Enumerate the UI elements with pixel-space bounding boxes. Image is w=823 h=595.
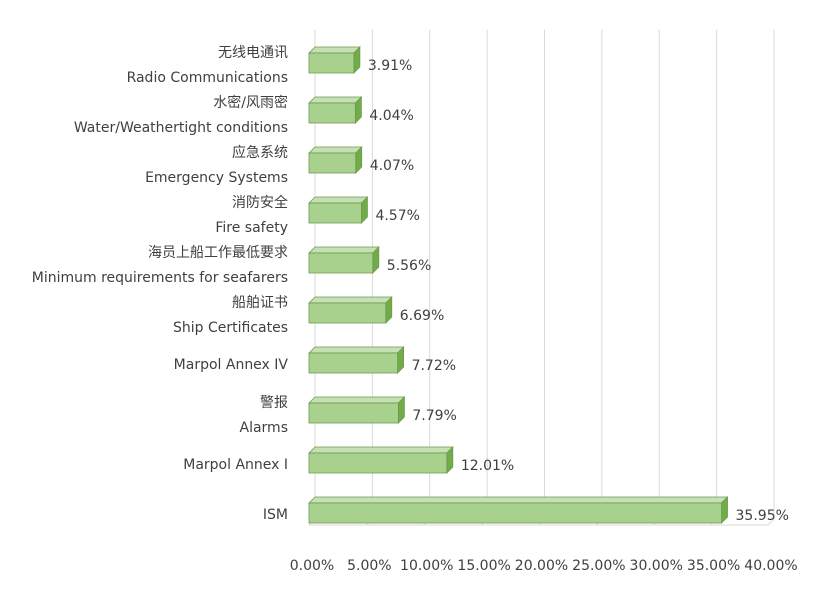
bar-front-face: [308, 52, 355, 74]
bar-5: [308, 296, 393, 324]
bar-top-face: [308, 46, 361, 54]
category-label: Minimum requirements for seafarers: [32, 270, 288, 286]
bar-front-face: [308, 202, 362, 224]
bar-top-face: [308, 196, 369, 204]
bars: [308, 46, 729, 524]
bar-0: [308, 46, 361, 74]
data-label: 3.91%: [368, 58, 412, 74]
bar-front-face: [308, 502, 722, 524]
data-label: 12.01%: [461, 458, 514, 474]
category-label: ISM: [263, 507, 288, 523]
x-tick-label: 25.00%: [572, 558, 625, 574]
bar-top-face: [308, 296, 393, 304]
bar-front-face: [308, 352, 398, 374]
data-label: 4.07%: [370, 158, 414, 174]
category-label: 警报: [260, 395, 288, 411]
x-tick-label: 5.00%: [347, 558, 391, 574]
bar-front-face: [308, 452, 448, 474]
grid-lines: [308, 30, 775, 526]
bar-top-face: [308, 146, 363, 154]
x-tick-label: 15.00%: [457, 558, 510, 574]
data-label: 4.04%: [369, 108, 413, 124]
bar-top-face: [308, 96, 363, 104]
bar-1: [308, 96, 363, 124]
category-label: 消防安全: [232, 194, 288, 211]
category-labels: 无线电通讯 Radio Communications 水密/风雨密 Water/Wea…: [32, 45, 289, 523]
category-label: Marpol Annex I: [183, 457, 288, 473]
x-tick-label: 10.00%: [400, 558, 453, 574]
category-label: 海员上船工作最低要求: [148, 245, 288, 261]
category-label: 应急系统: [232, 144, 288, 161]
category-label: Alarms: [240, 420, 289, 436]
bar-top-face: [308, 446, 454, 454]
data-label: 6.69%: [400, 308, 444, 324]
x-tick-label: 20.00%: [515, 558, 568, 574]
bar-front-face: [308, 252, 374, 274]
bar-2: [308, 146, 363, 174]
x-tick-label: 35.00%: [687, 558, 740, 574]
gridline-floor-8: [767, 518, 775, 526]
x-tick-label: 30.00%: [630, 558, 683, 574]
data-label: 7.72%: [412, 358, 456, 374]
bar-8: [308, 446, 454, 474]
bar-front-face: [308, 102, 356, 124]
bar-4: [308, 246, 380, 274]
bar-9: [308, 496, 729, 524]
bar-top-face: [308, 396, 406, 404]
bar-front-face: [308, 152, 357, 174]
bar-3: [308, 196, 369, 224]
category-label: Fire safety: [215, 220, 288, 236]
category-label: Emergency Systems: [145, 170, 288, 186]
category-label: Marpol Annex IV: [174, 357, 289, 373]
category-label: 无线电通讯: [218, 45, 288, 61]
category-label: 船舶证书: [232, 295, 288, 311]
category-label: Radio Communications: [127, 70, 288, 86]
data-labels: 3.91% 4.04% 4.07% 4.57% 5.56% 6.69% 7.72% 7.79%…: [368, 58, 789, 524]
bar-6: [308, 346, 405, 374]
bar-top-face: [308, 496, 729, 504]
data-label: 35.95%: [736, 508, 789, 524]
bar-front-face: [308, 302, 387, 324]
data-label: 4.57%: [375, 208, 419, 224]
category-label: Water/Weathertight conditions: [74, 120, 288, 136]
x-tick-label: 40.00%: [744, 558, 797, 574]
x-tick-label: 0.00%: [290, 558, 334, 574]
bar-7: [308, 396, 406, 424]
bar-top-face: [308, 346, 405, 354]
data-label: 5.56%: [387, 258, 431, 274]
bar-top-face: [308, 246, 380, 254]
category-label: 水密/风雨密: [213, 94, 288, 111]
bar-front-face: [308, 402, 399, 424]
category-label: Ship Certificates: [173, 320, 288, 336]
x-axis-ticks: 0.00% 5.00% 10.00% 15.00% 20.00% 25.00% 30.00%…: [290, 558, 798, 574]
data-label: 7.79%: [412, 408, 456, 424]
